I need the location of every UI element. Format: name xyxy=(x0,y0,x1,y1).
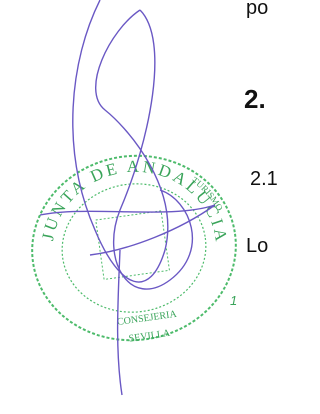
section-number: 2. xyxy=(244,84,266,114)
page-background xyxy=(0,0,280,414)
text-fragment: po xyxy=(246,0,268,19)
text-fragment: Lo xyxy=(246,235,268,257)
document-page: po 2. 2.1 Lo JUNTA DE ANDALUCIA TURISMO … xyxy=(0,0,280,414)
page-mark: 1 xyxy=(230,293,237,308)
subsection-number: 2.1 xyxy=(250,168,278,190)
